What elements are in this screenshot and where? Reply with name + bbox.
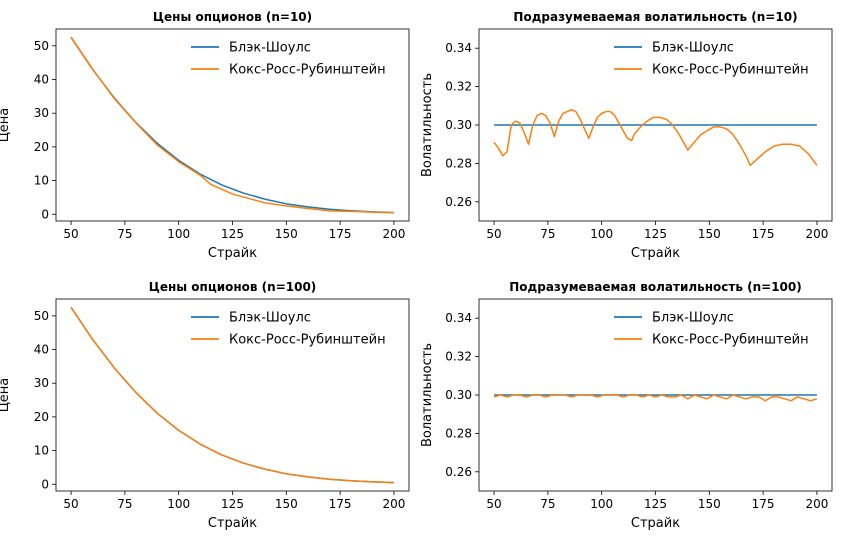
x-tick-label: 175 xyxy=(329,497,352,511)
y-tick-label: 40 xyxy=(34,343,49,357)
legend-label-1: Блэк-Шоулс xyxy=(652,311,734,326)
chart-panel-3: Цены опционов (n=100)50 75 100 125 150 175 200… xyxy=(0,280,410,531)
y-tick-label: 0 xyxy=(41,207,49,221)
y-axis-label: Волатильность xyxy=(420,343,435,447)
x-tick-label: 200 xyxy=(805,497,828,511)
x-tick-label: 150 xyxy=(275,497,298,511)
x-tick-label: 200 xyxy=(805,227,828,241)
y-tick-label: 0.30 xyxy=(445,388,472,402)
chart-title: Цены опционов (n=10) xyxy=(153,10,312,24)
x-tick-label: 175 xyxy=(752,497,775,511)
y-tick-label: 50 xyxy=(34,309,49,323)
x-tick-label: 125 xyxy=(221,497,244,511)
x-tick-label: 150 xyxy=(698,227,721,241)
y-tick-label: 0.32 xyxy=(445,80,472,94)
y-tick-label: 30 xyxy=(34,106,49,120)
x-tick-label: 200 xyxy=(382,227,405,241)
y-tick-label: 20 xyxy=(34,140,49,154)
y-tick-label: 50 xyxy=(34,39,49,53)
x-tick-label: 100 xyxy=(590,227,613,241)
x-tick-label: 75 xyxy=(117,497,132,511)
legend-label-2: Кокс-Росс-Рубинштейн xyxy=(652,333,809,348)
series-line-2 xyxy=(70,36,394,214)
x-tick-label: 150 xyxy=(698,497,721,511)
y-tick-label: 0 xyxy=(41,477,49,491)
legend-label-1: Блэк-Шоулс xyxy=(652,41,734,56)
y-axis-label: Цена xyxy=(0,378,12,413)
y-tick-label: 0.34 xyxy=(445,311,472,325)
legend-label-2: Кокс-Росс-Рубинштейн xyxy=(229,63,386,78)
chart-title: Цены опционов (n=100) xyxy=(149,280,317,294)
x-axis-label: Страйк xyxy=(208,246,257,261)
y-tick-label: 0.26 xyxy=(445,195,472,209)
chart-panel-1: Цены опционов (n=10) 50 75 100 125 150 175 200 0… xyxy=(0,10,410,261)
axes-frame xyxy=(55,28,410,222)
chart-panel-4: Подразумеваемая волатильность (n=100) 50 7… xyxy=(420,280,833,531)
legend-label-2: Кокс-Росс-Рубинштейн xyxy=(652,63,809,78)
x-tick-label: 50 xyxy=(486,227,501,241)
y-tick-label: 0.28 xyxy=(445,156,472,170)
y-axis-label: Цена xyxy=(0,108,12,143)
x-tick-label: 175 xyxy=(329,227,352,241)
x-axis-label: Страйк xyxy=(631,516,680,531)
x-axis-label: Страйк xyxy=(208,516,257,531)
y-tick-label: 10 xyxy=(34,174,49,188)
x-tick-label: 75 xyxy=(540,497,555,511)
legend-label-1: Блэк-Шоулс xyxy=(229,41,311,56)
x-tick-label: 50 xyxy=(63,497,78,511)
chart-title: Подразумеваемая волатильность (n=10) xyxy=(513,10,797,24)
x-tick-label: 100 xyxy=(590,497,613,511)
series-line-2 xyxy=(70,307,394,484)
chart-panel-2: Подразумеваемая волатильность (n=10) 50 75… xyxy=(420,10,833,261)
x-tick-label: 50 xyxy=(63,227,78,241)
legend: Блэк-Шоулс Кокс-Росс-Рубинштейн xyxy=(614,311,809,348)
y-tick-label: 0.26 xyxy=(445,465,472,479)
legend: Блэк-Шоулс Кокс-Росс-Рубинштейн xyxy=(614,41,809,78)
y-tick-label: 0.32 xyxy=(445,350,472,364)
x-tick-label: 100 xyxy=(167,497,190,511)
x-tick-label: 175 xyxy=(752,227,775,241)
legend-label-2: Кокс-Росс-Рубинштейн xyxy=(229,333,386,348)
x-tick-label: 150 xyxy=(275,227,298,241)
y-tick-label: 40 xyxy=(34,73,49,87)
axes-frame xyxy=(55,298,410,492)
x-tick-label: 125 xyxy=(644,227,667,241)
x-tick-label: 75 xyxy=(117,227,132,241)
series-line-2 xyxy=(493,108,818,167)
x-tick-label: 200 xyxy=(382,497,405,511)
legend: Блэк-Шоулс Кокс-Росс-Рубинштейн xyxy=(191,41,386,78)
x-tick-label: 100 xyxy=(167,227,190,241)
y-tick-label: 30 xyxy=(34,376,49,390)
x-tick-label: 50 xyxy=(486,497,501,511)
x-tick-label: 75 xyxy=(540,227,555,241)
y-tick-label: 0.30 xyxy=(445,118,472,132)
chart-title: Подразумеваемая волатильность (n=100) xyxy=(509,280,801,294)
x-tick-label: 125 xyxy=(221,227,244,241)
x-axis-label: Страйк xyxy=(631,246,680,261)
x-tick-label: 125 xyxy=(644,497,667,511)
y-tick-label: 20 xyxy=(34,410,49,424)
y-tick-label: 0.34 xyxy=(445,41,472,55)
y-tick-label: 0.28 xyxy=(445,426,472,440)
series-line-2 xyxy=(493,394,818,402)
legend: Блэк-Шоулс Кокс-Росс-Рубинштейн xyxy=(191,311,386,348)
y-axis-label: Волатильность xyxy=(420,73,435,177)
legend-label-1: Блэк-Шоулс xyxy=(229,311,311,326)
y-tick-label: 10 xyxy=(34,444,49,458)
